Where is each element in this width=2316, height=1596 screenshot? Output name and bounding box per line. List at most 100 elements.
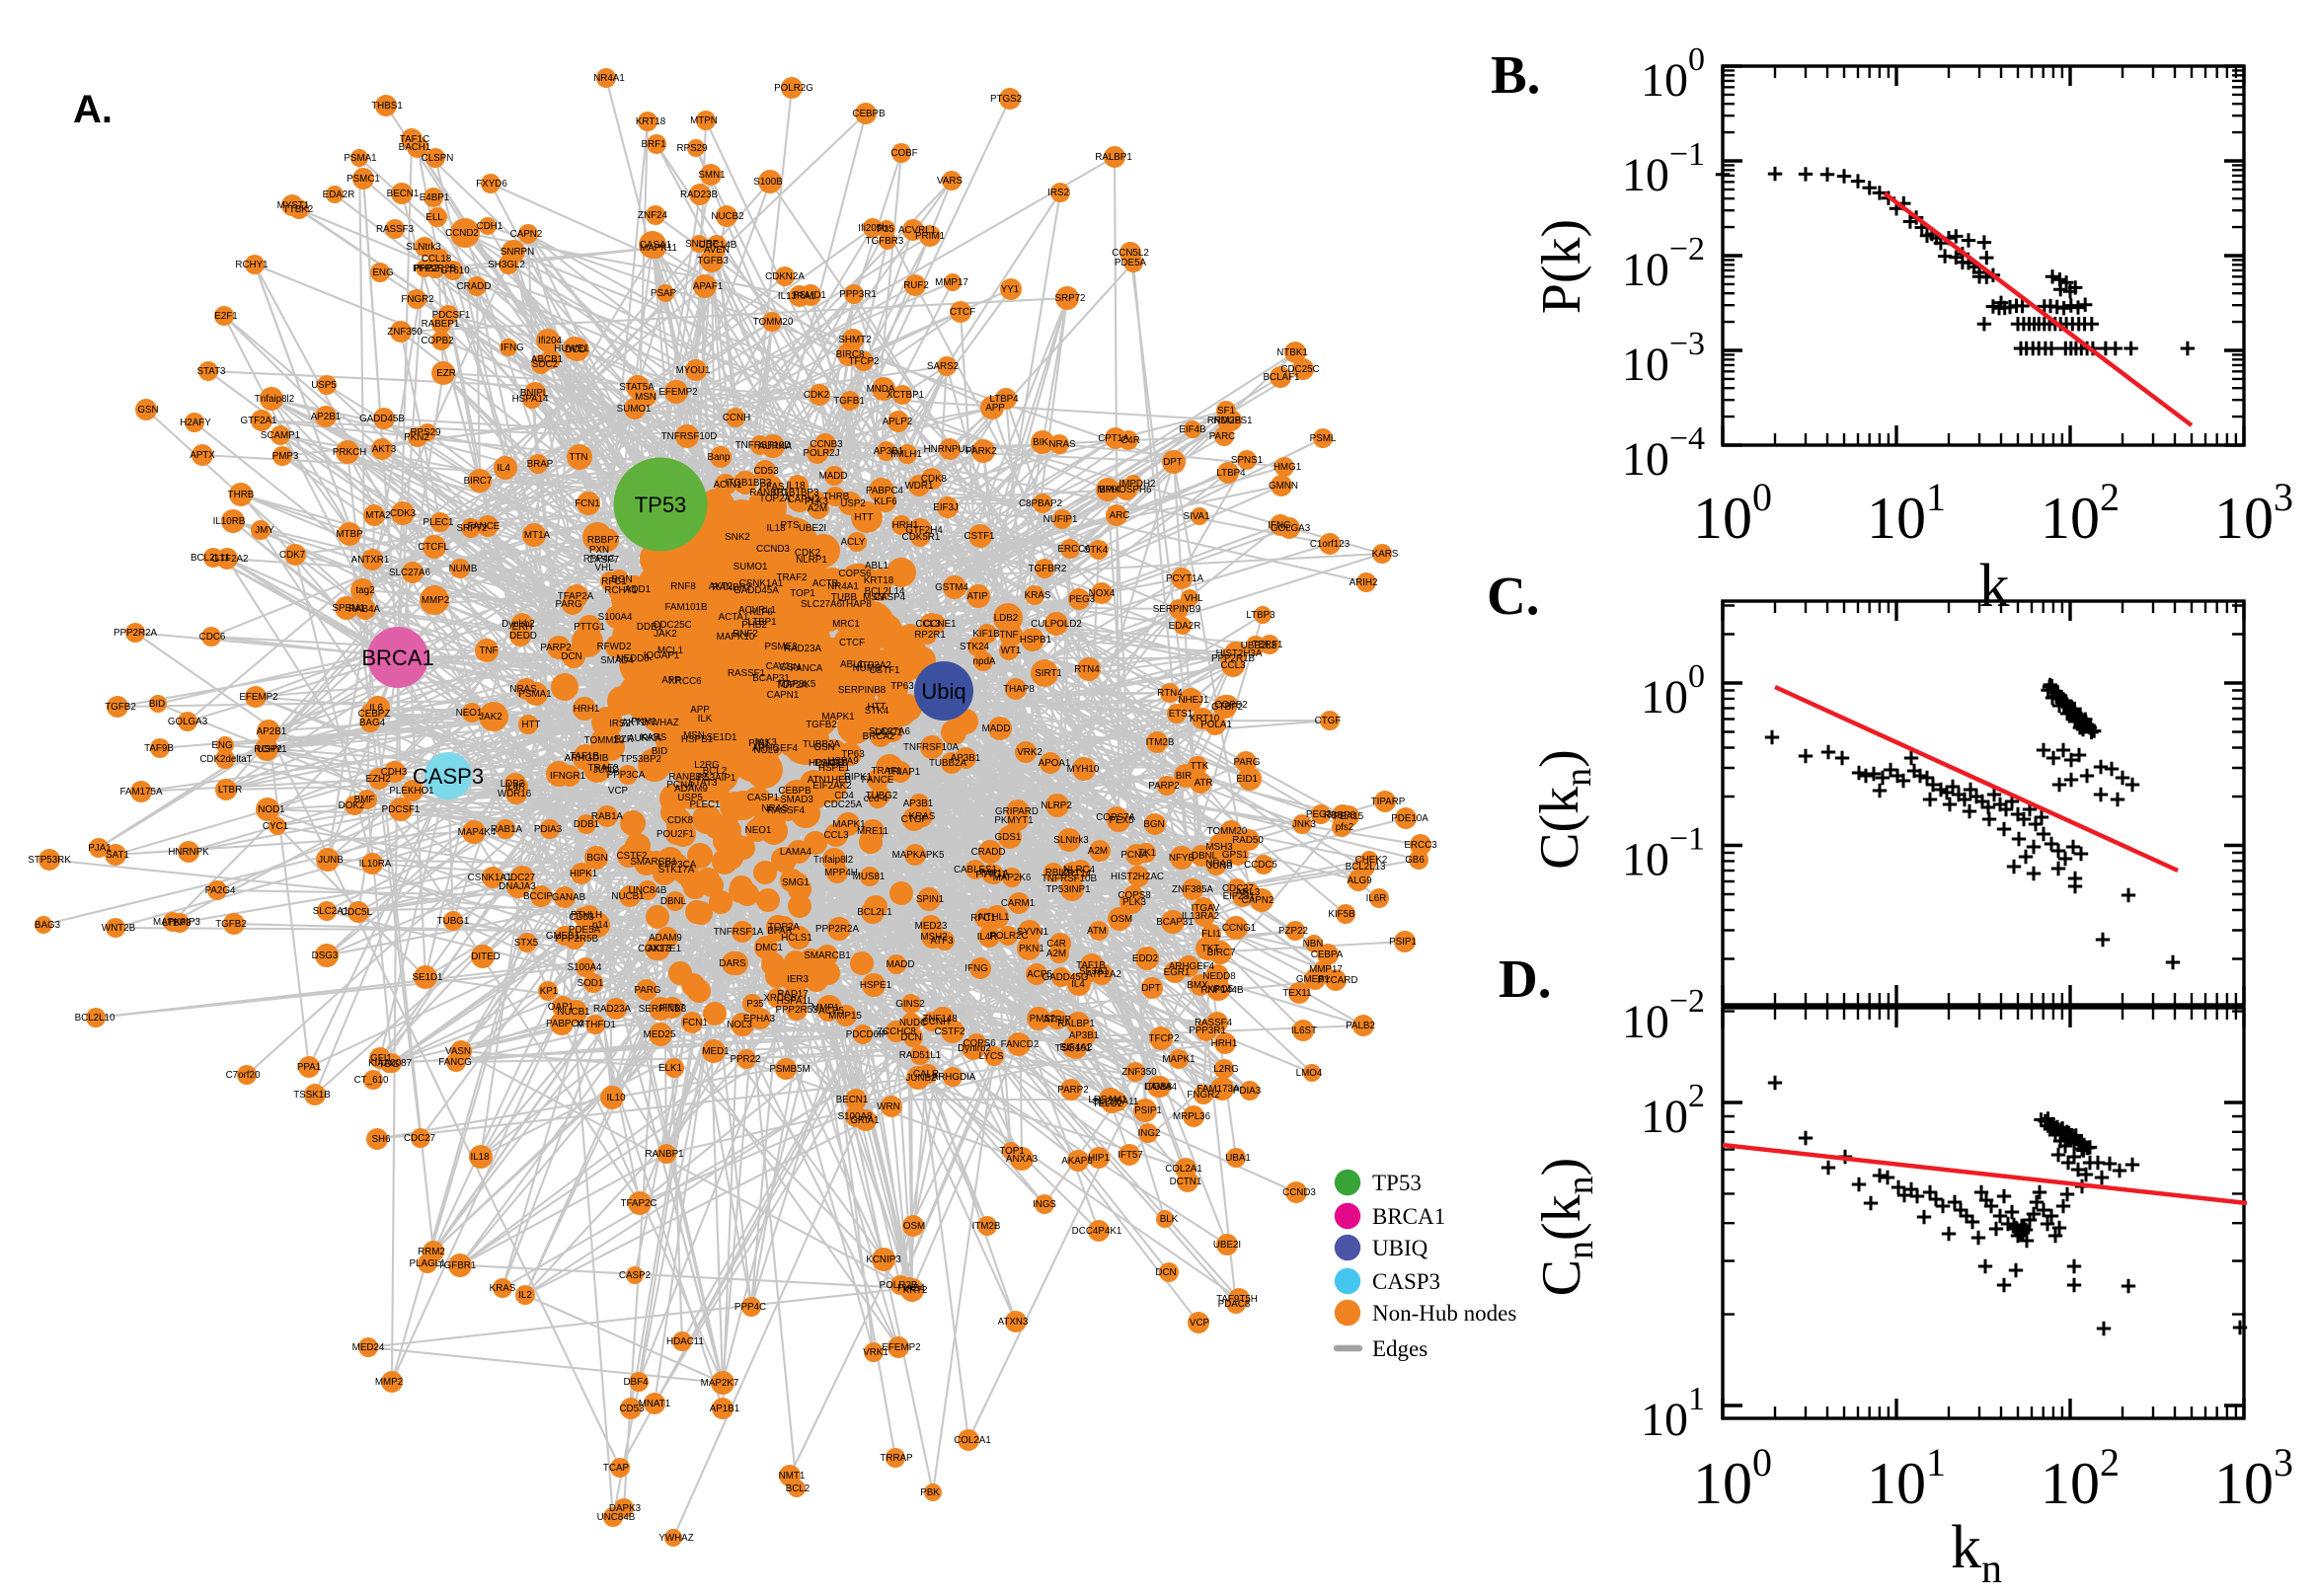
svg-text:IL4R: IL4R — [505, 782, 526, 793]
svg-text:MPHOSPH6: MPHOSPH6 — [1098, 485, 1153, 495]
svg-text:ADAM9: ADAM9 — [649, 933, 682, 944]
svg-text:NBN: NBN — [1303, 939, 1324, 950]
svg-text:HDAC11: HDAC11 — [666, 1336, 704, 1347]
svg-text:HCLS1: HCLS1 — [781, 933, 812, 944]
svg-text:BAG3: BAG3 — [35, 920, 61, 931]
svg-text:ELL: ELL — [425, 212, 443, 223]
svg-text:npdA: npdA — [973, 656, 996, 667]
svg-text:NOX4: NOX4 — [1089, 588, 1116, 599]
svg-text:RASSF4: RASSF4 — [767, 805, 806, 816]
svg-text:10−4: 10−4 — [1622, 420, 1705, 486]
svg-text:KRT10: KRT10 — [1190, 714, 1220, 724]
svg-text:RP2R1: RP2R1 — [914, 630, 946, 641]
svg-text:VHL: VHL — [594, 563, 614, 573]
svg-text:BRCA1: BRCA1 — [361, 646, 433, 670]
svg-text:TOP1: TOP1 — [999, 1146, 1024, 1157]
svg-text:PPP3R1: PPP3R1 — [1189, 1026, 1226, 1036]
svg-text:HRH1: HRH1 — [892, 520, 919, 531]
svg-text:MMP2: MMP2 — [375, 1377, 403, 1388]
svg-text:APTX: APTX — [190, 450, 215, 461]
svg-text:JUNB: JUNB — [318, 855, 344, 866]
svg-text:SLC2A1: SLC2A1 — [313, 906, 349, 917]
svg-text:ATM: ATM — [1087, 926, 1107, 937]
svg-text:NTBK1: NTBK1 — [1276, 347, 1308, 358]
svg-text:CDKN2A: CDKN2A — [765, 271, 805, 282]
svg-text:POLR2G: POLR2G — [774, 83, 813, 94]
svg-text:GOLGA3: GOLGA3 — [168, 717, 208, 727]
svg-text:L2RG: L2RG — [1213, 1064, 1239, 1075]
svg-text:STAT5A: STAT5A — [619, 382, 655, 393]
svg-text:TSSK1B: TSSK1B — [293, 1090, 331, 1101]
svg-text:WRN: WRN — [877, 1102, 899, 1112]
svg-text:POU2F1: POU2F1 — [656, 829, 694, 840]
svg-text:CCL3: CCL3 — [823, 830, 849, 841]
svg-text:AKT3: AKT3 — [372, 444, 397, 455]
svg-text:JAK2: JAK2 — [479, 712, 502, 722]
svg-text:OAP1: OAP1 — [548, 1002, 574, 1013]
svg-text:PSMC1: PSMC1 — [347, 174, 380, 185]
svg-text:100: 100 — [1693, 475, 1772, 551]
svg-text:IL6ST: IL6ST — [1291, 1026, 1317, 1036]
svg-text:HMG1: HMG1 — [1274, 462, 1301, 473]
svg-text:BCL2L10: BCL2L10 — [75, 1013, 116, 1024]
svg-text:CT610: CT610 — [440, 266, 470, 276]
svg-text:TRRAP: TRRAP — [880, 1453, 913, 1464]
svg-text:ALG9: ALG9 — [1347, 875, 1371, 886]
svg-text:RAD23B: RAD23B — [680, 190, 719, 200]
svg-text:HSPB1: HSPB1 — [681, 734, 713, 745]
svg-text:ATF3: ATF3 — [930, 936, 954, 947]
svg-text:RALBP1: RALBP1 — [1095, 152, 1132, 163]
svg-text:10−1: 10−1 — [1622, 821, 1705, 886]
svg-text:PLEC1: PLEC1 — [689, 799, 720, 810]
svg-text:PSME3: PSME3 — [814, 758, 848, 769]
svg-text:CAPN1: CAPN1 — [767, 690, 800, 701]
svg-text:TRAF2: TRAF2 — [776, 572, 807, 583]
svg-text:ARIH2: ARIH2 — [1350, 577, 1378, 588]
svg-text:ELK1: ELK1 — [658, 1063, 682, 1074]
svg-text:KIF1B: KIF1B — [972, 629, 1000, 640]
svg-text:EIF2AK2: EIF2AK2 — [812, 781, 851, 792]
svg-text:KLF6: KLF6 — [874, 496, 897, 507]
svg-text:TGFB2: TGFB2 — [105, 702, 136, 713]
svg-text:MNAT1: MNAT1 — [639, 1399, 670, 1409]
svg-text:NUMB: NUMB — [449, 564, 478, 574]
svg-text:BCCIP: BCCIP — [523, 891, 553, 902]
svg-text:Cn(kn): Cn(kn) — [1531, 1158, 1601, 1297]
svg-text:VRK1: VRK1 — [863, 1347, 888, 1358]
svg-text:CTGF: CTGF — [1315, 716, 1342, 726]
svg-text:C7orf20: C7orf20 — [226, 1070, 261, 1081]
svg-text:KRT2: KRT2 — [903, 1285, 928, 1296]
svg-text:102: 102 — [1641, 1078, 1705, 1143]
svg-text:TOMM20: TOMM20 — [753, 317, 794, 328]
svg-text:SUMO1: SUMO1 — [617, 404, 652, 415]
svg-text:ZNF24: ZNF24 — [638, 210, 667, 221]
svg-text:ZNF385A: ZNF385A — [1172, 884, 1213, 895]
svg-text:100: 100 — [1693, 1440, 1772, 1516]
svg-text:PLEC1: PLEC1 — [423, 517, 453, 528]
svg-text:ERCC6: ERCC6 — [1057, 544, 1091, 555]
svg-text:PKMYT1: PKMYT1 — [994, 815, 1033, 826]
svg-text:BMF: BMF — [354, 795, 375, 805]
svg-text:RANBP2: RANBP2 — [668, 772, 707, 783]
svg-text:D.: D. — [1499, 949, 1551, 1009]
svg-text:NHEJ1: NHEJ1 — [1178, 695, 1208, 706]
svg-text:TP53: TP53 — [1372, 1171, 1422, 1195]
svg-text:CSTF1: CSTF1 — [964, 531, 994, 542]
svg-text:NOL3: NOL3 — [753, 745, 779, 756]
svg-text:XRCC6: XRCC6 — [763, 993, 797, 1004]
svg-text:LAMA4: LAMA4 — [780, 847, 812, 858]
svg-text:TSG101: TSG101 — [1055, 1043, 1092, 1054]
svg-text:RNF8: RNF8 — [670, 581, 696, 592]
svg-text:NEDD8: NEDD8 — [1202, 971, 1236, 982]
svg-text:EGR1: EGR1 — [1164, 967, 1191, 978]
svg-text:BCL2: BCL2 — [786, 1483, 811, 1494]
svg-text:PPA1: PPA1 — [297, 1062, 321, 1073]
svg-text:pfs2: pfs2 — [1336, 822, 1354, 833]
svg-text:AP2B1: AP2B1 — [257, 726, 287, 737]
svg-text:KRT14: KRT14 — [1061, 869, 1092, 879]
svg-text:MTA2: MTA2 — [365, 510, 390, 521]
svg-text:PSMB5M: PSMB5M — [769, 1064, 810, 1075]
svg-text:FXYD6: FXYD6 — [476, 179, 507, 190]
svg-text:GB6: GB6 — [1405, 855, 1425, 866]
svg-text:BLK: BLK — [1160, 1214, 1179, 1225]
